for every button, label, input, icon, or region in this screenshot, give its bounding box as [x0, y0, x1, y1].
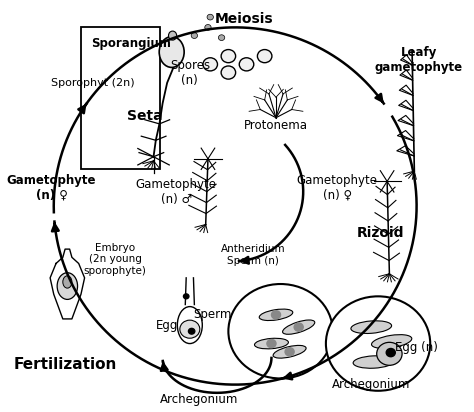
Circle shape — [228, 284, 333, 379]
Circle shape — [191, 33, 198, 38]
Text: Leafy
gametophyte: Leafy gametophyte — [375, 46, 463, 74]
Circle shape — [377, 342, 402, 365]
Text: Sporophyt (2n): Sporophyt (2n) — [52, 78, 135, 88]
Bar — [81, 27, 160, 169]
Text: Protonema: Protonema — [244, 119, 308, 132]
Text: Seta: Seta — [127, 109, 162, 123]
Ellipse shape — [63, 276, 72, 288]
Circle shape — [386, 349, 395, 357]
Ellipse shape — [57, 273, 78, 300]
Circle shape — [189, 328, 195, 334]
Circle shape — [294, 323, 303, 331]
Circle shape — [326, 296, 430, 391]
Text: Sperm: Sperm — [193, 308, 232, 321]
Text: Egg (n): Egg (n) — [395, 341, 438, 354]
Text: Archegonium: Archegonium — [160, 393, 238, 406]
Text: Rizoid: Rizoid — [356, 226, 404, 240]
Ellipse shape — [283, 320, 315, 334]
Circle shape — [203, 58, 218, 71]
Circle shape — [221, 49, 236, 63]
Text: Egg: Egg — [156, 318, 178, 332]
Text: Spores
(n): Spores (n) — [170, 59, 210, 87]
Text: Embryo
(2n young
sporophyte): Embryo (2n young sporophyte) — [83, 243, 146, 276]
Ellipse shape — [351, 321, 392, 333]
Text: Fertilization: Fertilization — [13, 356, 117, 372]
Text: Sporangium: Sporangium — [91, 37, 171, 50]
Text: Gametophyte
(n) ♀: Gametophyte (n) ♀ — [7, 173, 96, 201]
Ellipse shape — [259, 309, 293, 321]
Circle shape — [267, 339, 276, 348]
Circle shape — [219, 35, 225, 40]
Circle shape — [221, 66, 236, 79]
Ellipse shape — [372, 335, 412, 349]
Text: Archegonium: Archegonium — [332, 378, 410, 391]
Circle shape — [257, 49, 272, 63]
Circle shape — [239, 58, 254, 71]
Circle shape — [180, 320, 200, 338]
Circle shape — [272, 311, 281, 319]
Text: Meiosis: Meiosis — [215, 12, 273, 26]
Text: Antheridium
Sperm (n): Antheridium Sperm (n) — [221, 244, 286, 266]
Ellipse shape — [177, 307, 202, 344]
Circle shape — [207, 14, 213, 20]
Text: Gametophyte
(n) ♀: Gametophyte (n) ♀ — [297, 173, 378, 201]
Text: Gametophyte
(n) ♂: Gametophyte (n) ♂ — [136, 178, 217, 206]
Ellipse shape — [273, 345, 306, 358]
Ellipse shape — [168, 31, 177, 40]
Circle shape — [285, 348, 294, 356]
Circle shape — [183, 294, 189, 299]
Circle shape — [205, 24, 211, 30]
Ellipse shape — [159, 37, 184, 68]
Ellipse shape — [255, 338, 288, 349]
Ellipse shape — [353, 356, 394, 368]
